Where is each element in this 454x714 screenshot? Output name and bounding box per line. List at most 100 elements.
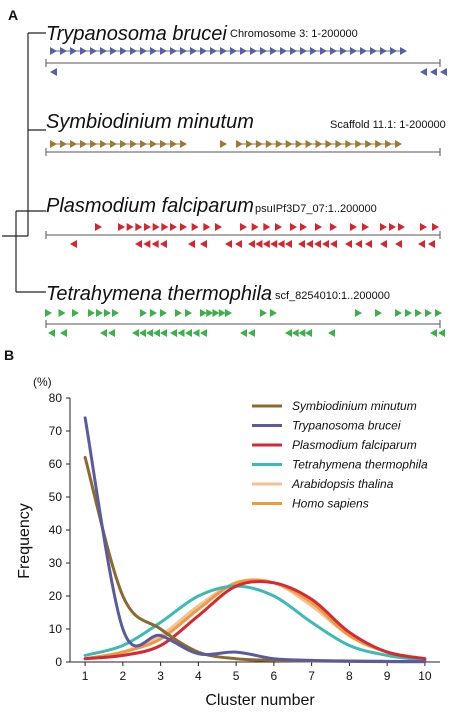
gene-arrow xyxy=(415,309,422,317)
gene-arrow xyxy=(285,240,292,248)
gene-arrow xyxy=(432,223,439,231)
gene-arrow xyxy=(225,309,232,317)
locus-label: Chromosome 3: 1-200000 xyxy=(230,28,358,40)
gene-arrow xyxy=(395,140,402,148)
gene-arrow xyxy=(380,240,387,248)
gene-arrow xyxy=(251,223,259,231)
gene-arrow xyxy=(135,240,142,248)
gene-arrow xyxy=(175,309,182,317)
gene-arrow xyxy=(212,309,220,317)
gene-arrow xyxy=(398,223,405,231)
gene-arrow xyxy=(153,329,160,337)
gene-arrow xyxy=(203,223,211,231)
gene-arrow xyxy=(440,68,447,76)
gene-arrow xyxy=(255,240,263,248)
gene-arrow xyxy=(355,240,362,248)
gene-arrow xyxy=(200,329,207,337)
gene-arrow xyxy=(72,309,79,317)
gene-arrow xyxy=(108,329,115,337)
species-name: Trypanosoma brucei xyxy=(46,23,227,45)
gene-arrow xyxy=(420,68,427,76)
gene-arrow xyxy=(185,329,192,337)
gene-arrow xyxy=(248,240,255,248)
gene-arrow xyxy=(350,223,357,231)
gene-arrow xyxy=(60,329,67,337)
gene-arrow xyxy=(365,240,372,248)
gene-arrow xyxy=(380,223,387,231)
y-tick-label: 40 xyxy=(49,523,63,537)
gene-arrow xyxy=(215,223,222,231)
gene-arrow xyxy=(389,223,396,231)
gene-arrow xyxy=(315,223,322,231)
gene-arrow xyxy=(328,329,335,337)
gene-arrow xyxy=(290,223,297,231)
gene-arrow xyxy=(240,223,247,231)
gene-arrow xyxy=(170,329,177,337)
gene-arrow xyxy=(438,329,445,337)
gene-arrow xyxy=(144,223,151,231)
gene-arrow xyxy=(235,240,242,248)
legend-label: Symbiodinium minutum xyxy=(292,399,417,413)
gene-arrow xyxy=(104,309,111,317)
gene-arrow xyxy=(291,329,299,337)
y-tick-label: 60 xyxy=(49,457,63,471)
species-name: Symbiodinium minutum xyxy=(46,111,254,133)
gene-arrow xyxy=(248,329,255,337)
gene-arrow xyxy=(132,329,139,337)
series-line xyxy=(83,579,427,661)
gene-arrow xyxy=(95,223,102,231)
gene-arrow xyxy=(160,309,167,317)
gene-arrow xyxy=(180,140,187,148)
gene-arrow xyxy=(88,309,95,317)
gene-arrow xyxy=(160,240,167,248)
chart-series xyxy=(83,416,427,664)
species-row: Tetrahymena thermophila scf_8254010:1..20… xyxy=(45,283,445,337)
gene-arrow xyxy=(425,309,432,317)
gene-arrow xyxy=(345,240,352,248)
gene-arrow xyxy=(395,309,402,317)
gene-arrow xyxy=(146,329,153,337)
series-line xyxy=(83,416,427,664)
y-tick-label: 30 xyxy=(49,556,63,570)
gene-arrow xyxy=(298,240,305,248)
gene-arrow xyxy=(428,240,435,248)
gene-arrow xyxy=(418,240,425,248)
gene-arrow xyxy=(126,223,134,231)
gene-arrow xyxy=(270,240,278,248)
locus-label: scf_8254010:1..200000 xyxy=(275,290,390,302)
gene-arrow xyxy=(150,309,157,317)
gene-arrow xyxy=(160,329,167,337)
y-tick-label: 70 xyxy=(49,424,63,438)
species-row: Symbiodinium minutum Scaffold 11.1: 1-200… xyxy=(45,111,446,156)
gene-arrow xyxy=(112,309,119,317)
y-tick-label: 0 xyxy=(55,655,62,669)
gene-arrow xyxy=(435,309,442,317)
x-tick-label: 2 xyxy=(120,669,127,683)
gene-arrow xyxy=(395,240,402,248)
gene-arrow xyxy=(430,68,437,76)
gene-arrow xyxy=(50,68,57,76)
gene-arrow xyxy=(135,223,143,231)
x-tick-label: 1 xyxy=(82,669,89,683)
gene-arrow xyxy=(100,329,107,337)
gene-arrow xyxy=(420,223,427,231)
gene-arrow xyxy=(185,309,192,317)
x-tick-label: 5 xyxy=(233,669,240,683)
y-axis-label: Frequency xyxy=(16,503,33,579)
x-tick-label: 8 xyxy=(346,669,353,683)
species-row: Trypanosoma brucei Chromosome 3: 1-200000 xyxy=(45,23,447,76)
gene-arrow xyxy=(218,309,226,317)
gene-arrow xyxy=(305,329,312,337)
gene-arrow xyxy=(220,140,227,148)
gene-arrow xyxy=(70,240,77,248)
chart-legend: Symbiodinium minutum Trypanosoma brucei Pl… xyxy=(252,399,428,511)
gene-arrow xyxy=(400,47,407,55)
gene-arrow xyxy=(161,223,169,231)
gene-arrow xyxy=(200,309,207,317)
species-tracks: Trypanosoma brucei Chromosome 3: 1-200000… xyxy=(45,23,447,337)
y-tick-label: 20 xyxy=(49,589,63,603)
phylogenetic-tree xyxy=(2,32,46,293)
gene-arrow xyxy=(45,309,52,317)
species-name: Plasmodium falciparum xyxy=(46,195,254,217)
x-tick-label: 6 xyxy=(271,669,278,683)
